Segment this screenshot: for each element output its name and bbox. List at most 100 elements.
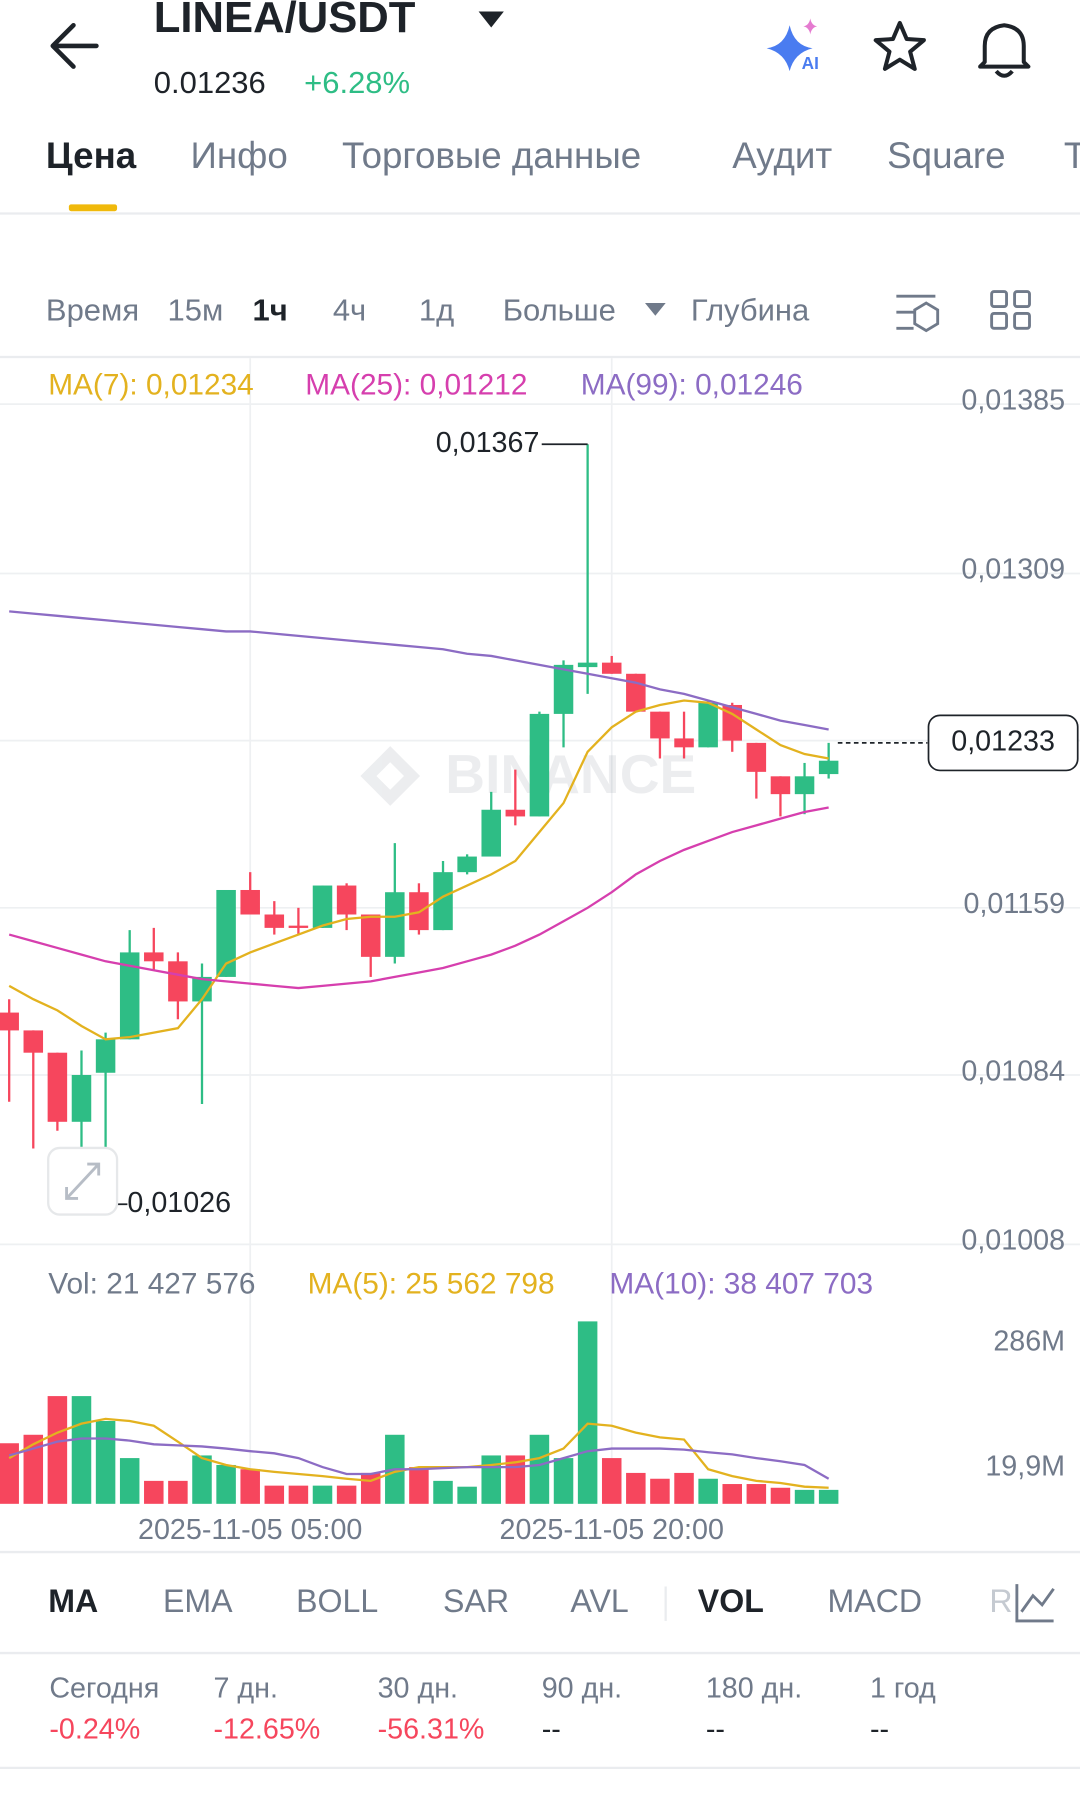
settings-hex — [913, 301, 940, 333]
layout-cell — [990, 311, 1008, 330]
interval-option[interactable]: 4ч — [333, 292, 366, 327]
candle-body — [770, 776, 791, 795]
candle-body — [505, 809, 526, 817]
more-intervals[interactable]: Больше — [503, 292, 616, 327]
pair-title[interactable]: LINEA/USDT — [154, 0, 416, 42]
candle-body — [23, 1030, 44, 1053]
candle-body — [457, 856, 477, 873]
volume-bar — [674, 1472, 694, 1504]
last-price: 0.01236 — [154, 65, 266, 100]
ma-legend: MA(99): 0,01246 — [581, 369, 803, 402]
tab[interactable]: Инфо — [191, 135, 288, 176]
candle-body — [601, 662, 622, 674]
indicator-tab[interactable]: AVL — [570, 1583, 628, 1619]
interval-option[interactable]: 1д — [419, 292, 454, 327]
indicator-tab[interactable]: EMA — [163, 1583, 233, 1619]
period-label: 7 дн. — [213, 1672, 277, 1704]
indicator-tab[interactable]: SAR — [443, 1583, 509, 1619]
candle-body — [0, 1012, 19, 1031]
expand-icon — [65, 1162, 101, 1200]
candle-body — [794, 776, 815, 795]
candle-body — [119, 952, 140, 1040]
volume-bar — [433, 1480, 453, 1504]
volume-bar — [457, 1486, 477, 1504]
volume-ma-legend: MA(5): 25 562 798 — [308, 1268, 555, 1301]
interval-option[interactable]: 1ч — [252, 292, 287, 327]
back-button[interactable] — [50, 22, 99, 69]
candle-body — [553, 664, 574, 714]
volume-bar — [818, 1489, 839, 1504]
alert-button[interactable] — [978, 23, 1031, 78]
layout-cell — [1013, 311, 1031, 330]
volume-tick-label: 286M — [993, 1326, 1065, 1358]
period-change: -56.31% — [378, 1714, 485, 1746]
period-change: -- — [542, 1714, 561, 1746]
indicator-tab[interactable]: R — [989, 1583, 1012, 1619]
volume-bar — [336, 1485, 357, 1504]
tab[interactable]: Square — [887, 135, 1005, 176]
ma-legend: MA(7): 0,01234 — [48, 369, 254, 402]
candle-body — [360, 914, 381, 957]
period-change: -- — [870, 1714, 889, 1746]
candle-body — [385, 892, 405, 957]
period-change: -0.24% — [49, 1714, 140, 1746]
tab[interactable]: Цена — [46, 135, 137, 176]
volume-bar — [601, 1458, 622, 1504]
interval-label: Время — [46, 292, 139, 327]
ai-button[interactable]: AI — [766, 18, 819, 73]
volume-bar — [264, 1485, 285, 1504]
candle-body — [71, 1074, 92, 1122]
volume-bar — [312, 1485, 333, 1504]
tab-indicator — [68, 204, 118, 212]
volume-bar — [47, 1396, 68, 1504]
x-tick-label: 2025-11-05 20:00 — [500, 1514, 724, 1546]
candle-body — [240, 889, 260, 915]
volume-bar — [288, 1485, 309, 1504]
candle-body — [288, 925, 309, 928]
tab[interactable]: Торговые данные — [342, 135, 641, 176]
period-label: 1 год — [870, 1672, 936, 1704]
more-dropdown[interactable] — [645, 303, 666, 316]
ai-badge: AI — [802, 53, 819, 73]
volume-bar — [119, 1458, 140, 1504]
candle-body — [192, 976, 212, 1002]
period-label: 180 дн. — [706, 1672, 802, 1704]
volume-ma-line — [8, 1437, 830, 1480]
indicator-settings[interactable] — [1015, 1584, 1055, 1623]
expand-button[interactable] — [47, 1146, 119, 1216]
ma-legend: MA(25): 0,01212 — [305, 369, 527, 402]
low-label: 0,01026 — [127, 1187, 231, 1219]
indicator-tab[interactable]: VOL — [698, 1583, 764, 1619]
depth-tab[interactable]: Глубина — [691, 292, 810, 327]
high-label: 0,01367 — [436, 427, 540, 459]
watermark-logo — [360, 746, 421, 806]
indicator-tab[interactable]: MA — [48, 1583, 98, 1619]
ma-line — [9, 610, 829, 731]
candle-body — [746, 742, 767, 772]
chart-settings[interactable] — [896, 294, 940, 333]
candle-body — [577, 662, 598, 668]
interval-option[interactable]: 15м — [168, 292, 224, 327]
candle-body — [698, 702, 718, 748]
tab[interactable]: Т — [1064, 135, 1080, 176]
period-change: -- — [706, 1714, 725, 1746]
y-tick-label: 0,01385 — [961, 384, 1065, 416]
candle-body — [626, 673, 646, 712]
ai-sparkle — [766, 25, 813, 72]
candle-body — [144, 952, 164, 962]
candle-body — [818, 760, 839, 775]
price-change: +6.28% — [304, 65, 410, 100]
volume-bar — [216, 1464, 236, 1504]
y-tick-label: 0,01008 — [961, 1225, 1065, 1257]
indicator-tab[interactable]: MACD — [828, 1583, 923, 1619]
pair-dropdown[interactable] — [478, 11, 504, 28]
current-price-box — [927, 714, 1079, 772]
candle-body — [312, 885, 333, 928]
layout-button[interactable] — [990, 290, 1031, 330]
favorite-button[interactable] — [873, 20, 926, 71]
volume-bar — [192, 1455, 212, 1504]
tab[interactable]: Аудит — [732, 135, 832, 176]
candle-body — [674, 738, 694, 748]
candle-body — [95, 1039, 116, 1073]
indicator-tab[interactable]: BOLL — [296, 1583, 378, 1619]
